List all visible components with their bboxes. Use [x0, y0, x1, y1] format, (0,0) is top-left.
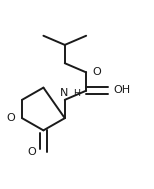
- Text: OH: OH: [114, 85, 131, 95]
- Text: N: N: [60, 88, 68, 98]
- Text: O: O: [92, 67, 101, 77]
- Text: O: O: [6, 113, 15, 123]
- Text: O: O: [28, 147, 36, 157]
- Text: H: H: [73, 89, 80, 98]
